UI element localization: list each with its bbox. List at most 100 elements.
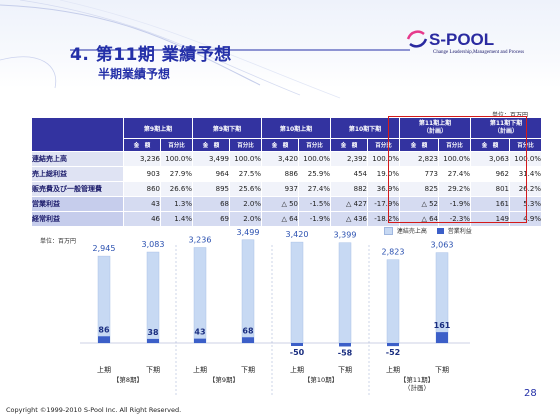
category-label: 下期 [241,366,255,374]
table-cell: 100.0% [160,151,193,167]
legend-label-sales: 連結売上高 [396,228,427,235]
op-bar [194,338,206,343]
op-label: 38 [147,328,159,337]
table-cell: 962 [470,166,510,182]
op-bar [436,332,448,343]
op-label: 86 [98,325,110,334]
table-cell: 25.9% [298,166,331,182]
sales-label: 3,399 [334,231,357,240]
table-cell: 43 [123,196,161,212]
table-cell: 100.0% [367,151,400,167]
table-cell: 68 [192,196,230,212]
period-header: 第9期上期 [123,117,193,139]
category-label: 上期 [386,365,400,374]
category-label: 下期 [435,366,449,374]
page-title: 4. 第11期 業績予想 [70,45,232,65]
sales-bar [290,241,304,344]
logo-tagline: Change Leadership,Management and Process [433,50,525,55]
table-row: 営業利益 43 1.3% 68 2.0% △ 50 -1.5% △ 427 -1… [31,196,542,212]
legend-swatch-sales [384,226,393,235]
table-cell: -1.5% [298,196,331,212]
op-label: 161 [434,321,451,330]
table-cell: 25.6% [229,181,262,197]
op-bar [291,343,303,346]
sales-label: 3,499 [237,228,260,237]
table-cell: 19.0% [367,166,400,182]
table-cell: △ 64 [261,211,299,227]
group-label: 【第11期】 [400,375,434,384]
period-header: 第10期下期 [330,117,400,139]
sales-label: 3,063 [431,241,454,250]
sales-label: 3,236 [189,236,212,245]
table-cell: △ 436 [330,211,368,227]
sales-label: 2,945 [93,244,116,253]
table-cell: 46 [123,211,161,227]
category-label: 上期 [290,365,304,374]
logo-name: S-POOL [429,30,495,49]
table-cell: -1.9% [298,211,331,227]
sales-bar [386,259,400,344]
legend-swatch-op [436,227,444,234]
table-cell: 886 [261,166,299,182]
table-cell: 31.4% [509,166,542,182]
table-cell: 27.5% [229,166,262,182]
table-cell: 36.9% [367,181,400,197]
table-cell: 2.0% [229,196,262,212]
period-header: 第10期上期 [261,117,331,139]
subheader-percent: 百分比 [367,138,400,152]
category-label: 上期 [193,365,207,374]
sales-bar [338,242,352,344]
table-cell: 2.0% [229,211,262,227]
table-cell: 100.0% [229,151,262,167]
table-cell: 27.4% [438,166,471,182]
table-cell: 161 [470,196,510,212]
category-label: 上期 [97,365,111,374]
legend-label-op: 営業利益 [447,228,472,235]
table-cell: 26.2% [509,181,542,197]
period-header: 第11期上期 （計画） [399,117,471,139]
op-bar [147,338,159,343]
group-label: （計画） [404,383,430,392]
page-subtitle: 半期業績予想 [98,67,171,81]
page-number: 28 [524,388,537,399]
sales-label: 3,420 [286,230,309,239]
table-cell: 100.0% [438,151,471,167]
table-cell: 454 [330,166,368,182]
category-label: 下期 [146,366,160,374]
table-cell: 100.0% [509,151,542,167]
table-cell: 937 [261,181,299,197]
table-row: 売上総利益 903 27.9% 964 27.5% 886 25.9% 454 … [31,166,542,182]
row-label: 連結売上高 [31,151,124,167]
table-cell: 5.3% [509,196,542,212]
op-bar [387,343,399,347]
table-cell: 1.3% [160,196,193,212]
sales-label: 2,823 [382,248,405,257]
table-cell: 2,392 [330,151,368,167]
row-label: 営業利益 [31,196,124,212]
op-bar [242,337,254,343]
table-unit: 単位：百万円 [492,112,529,119]
group-label: 【第10期】 [304,375,338,384]
period-header: 第11期下期 （計画） [470,117,542,139]
table-row: 連結売上高 3,236 100.0% 3,499 100.0% 3,420 10… [31,151,542,167]
subheader-amount: 金 額 [261,138,299,152]
subheader-percent: 百分比 [438,138,471,152]
op-label: 43 [194,328,205,337]
table-cell: 4.9% [509,211,542,227]
category-label: 下期 [338,366,352,374]
subheader-amount: 金 額 [192,138,230,152]
subheader-percent: 百分比 [509,138,542,152]
op-bar [339,343,351,347]
financial-table: 第9期上期 第9期下期 第10期上期 第10期下期 第11期上期 （計画） 第1… [31,117,542,227]
table-header-row: 第9期上期 第9期下期 第10期上期 第10期下期 第11期上期 （計画） 第1… [31,117,542,152]
chart-legend: 連結売上高 営業利益 [384,226,472,235]
logo-mark-icon [406,30,428,48]
op-label: -58 [338,348,353,357]
table-cell: 27.4% [298,181,331,197]
row-label: 経常利益 [31,211,124,227]
op-label: -52 [386,348,400,357]
table-subheader-row: 金 額 百分比 金 額 百分比 金 額 百分比 金 額 百分比 金 額 百分比 … [32,138,542,152]
company-logo: S-POOL Change Leadership,Management and … [405,28,545,58]
subheader-percent: 百分比 [298,138,331,152]
